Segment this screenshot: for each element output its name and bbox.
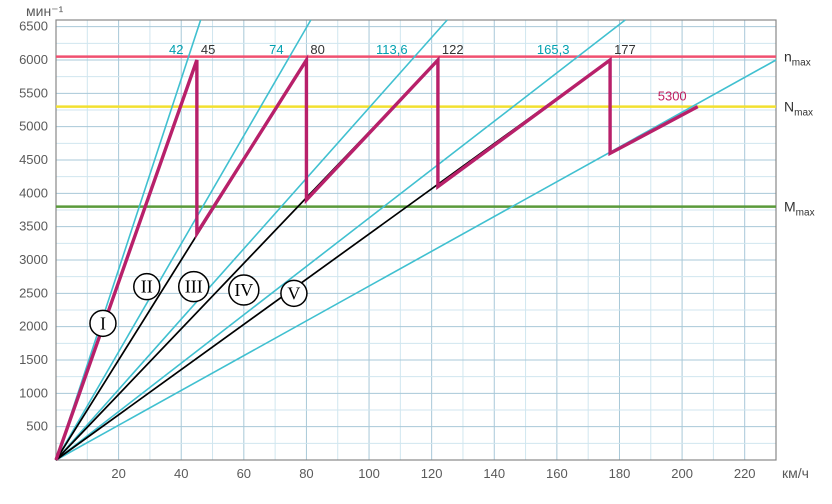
top-label: 122 xyxy=(442,42,464,57)
y-tick-label: 1000 xyxy=(19,385,48,400)
roman-label: V xyxy=(287,283,300,303)
top-label-teal: 113,6 xyxy=(376,42,408,57)
top-label-teal: 42 xyxy=(169,42,183,57)
x-tick-label: 160 xyxy=(546,466,568,481)
y-tick-label: 6000 xyxy=(19,52,48,67)
x-axis-title: км/ч xyxy=(782,465,809,481)
y-tick-label: 1500 xyxy=(19,352,48,367)
top-label-teal: 165,3 xyxy=(537,42,570,57)
gear-shift-chart: nmax Nmax Mmax 5300 42 74 113,6 165,3 45 80 122 177… xyxy=(0,0,832,504)
y-axis-title: мин⁻¹ xyxy=(26,3,64,19)
x-tick-label: 140 xyxy=(483,466,505,481)
y-tick-label: 2000 xyxy=(19,319,48,334)
roman-label: II xyxy=(141,277,153,297)
roman-label: III xyxy=(185,277,203,297)
x-tick-label: 100 xyxy=(358,466,380,481)
y-tick-label: 500 xyxy=(26,419,48,434)
top-label-teal: 74 xyxy=(269,42,283,57)
x-tick-label: 80 xyxy=(299,466,313,481)
x-tick-label: 200 xyxy=(671,466,693,481)
top-label: 177 xyxy=(614,42,636,57)
x-tick-label: 220 xyxy=(734,466,756,481)
x-tick-label: 180 xyxy=(609,466,631,481)
ref-label: Mmax xyxy=(784,199,815,219)
ref-label: nmax xyxy=(784,49,811,69)
x-tick-label: 60 xyxy=(237,466,251,481)
y-tick-label: 6500 xyxy=(19,19,48,34)
top-label: 45 xyxy=(201,42,215,57)
roman-label: I xyxy=(100,313,106,333)
y-tick-label: 5000 xyxy=(19,119,48,134)
roman-label: IV xyxy=(234,280,253,300)
y-tick-label: 2500 xyxy=(19,285,48,300)
shift-end-label: 5300 xyxy=(658,89,687,104)
ref-label: Nmax xyxy=(784,99,813,119)
y-tick-label: 5500 xyxy=(19,85,48,100)
x-tick-label: 20 xyxy=(111,466,125,481)
x-tick-label: 120 xyxy=(421,466,443,481)
x-tick-label: 40 xyxy=(174,466,188,481)
y-tick-label: 3500 xyxy=(19,219,48,234)
y-tick-label: 4500 xyxy=(19,152,48,167)
y-tick-label: 4000 xyxy=(19,185,48,200)
top-label: 80 xyxy=(310,42,324,57)
y-tick-label: 3000 xyxy=(19,252,48,267)
